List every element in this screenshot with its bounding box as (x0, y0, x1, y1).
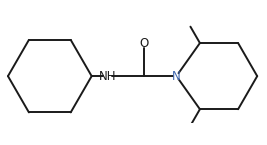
Text: O: O (139, 37, 148, 50)
Text: N: N (172, 70, 181, 83)
Text: NH: NH (99, 70, 116, 83)
